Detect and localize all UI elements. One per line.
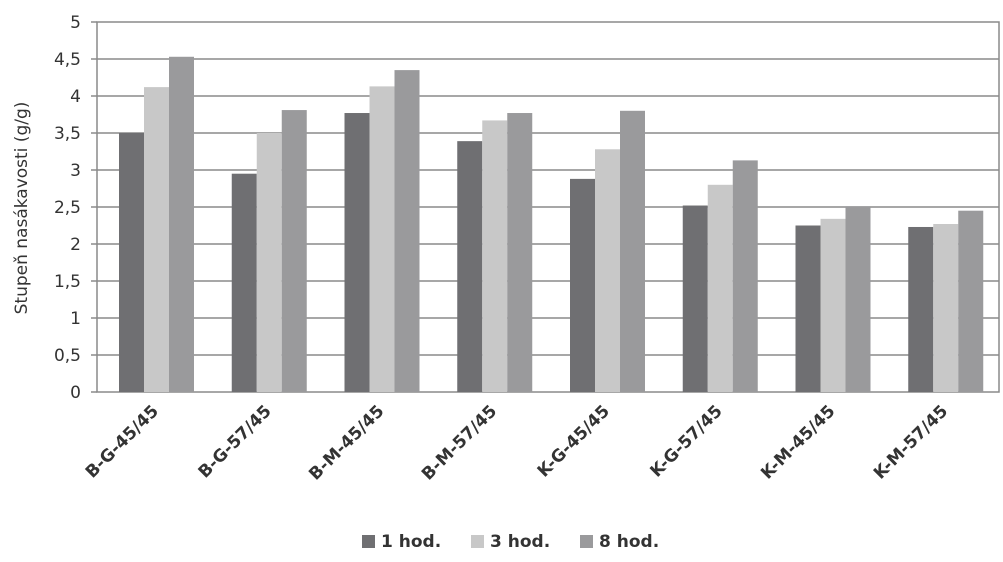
legend-label: 3 hod. xyxy=(490,532,550,552)
legend-item: 1 hod. xyxy=(362,532,441,552)
bar xyxy=(908,226,934,392)
legend-swatch xyxy=(580,535,593,548)
bar xyxy=(144,87,169,393)
bar xyxy=(620,110,645,393)
bar xyxy=(369,86,395,392)
bar xyxy=(169,56,194,392)
bar-group xyxy=(682,160,758,392)
legend-label: 1 hod. xyxy=(381,532,441,552)
y-tick-label: 3,5 xyxy=(54,124,81,144)
bar xyxy=(231,173,257,392)
bar xyxy=(958,210,984,392)
bar xyxy=(482,120,508,393)
legend-item: 8 hod. xyxy=(580,532,659,552)
y-tick-label: 2 xyxy=(70,235,81,255)
bar xyxy=(394,70,420,392)
y-tick-label: 3 xyxy=(70,161,81,181)
legend-item: 3 hod. xyxy=(471,532,550,552)
y-tick-label: 2,5 xyxy=(54,198,81,218)
bar-group xyxy=(908,210,984,392)
bar-group xyxy=(457,113,533,393)
legend: 1 hod. 3 hod. 8 hod. xyxy=(362,532,659,552)
bar xyxy=(119,133,144,392)
bar xyxy=(682,205,708,392)
y-tick-label: 4,5 xyxy=(54,50,81,70)
y-tick-label: 1 xyxy=(70,309,81,329)
bar xyxy=(570,178,595,392)
bar xyxy=(732,160,758,392)
legend-swatch xyxy=(362,535,375,548)
bar xyxy=(933,224,959,392)
y-tick-label: 0 xyxy=(70,383,81,403)
legend-label: 8 hod. xyxy=(599,532,659,552)
y-tick-label: 1,5 xyxy=(54,272,81,292)
bars xyxy=(119,56,984,393)
bar xyxy=(845,206,871,392)
y-axis-label: Stupeň nasákavosti (g/g) xyxy=(12,102,32,315)
bar xyxy=(457,141,483,392)
y-axis-ticks: 0 0,5 1 1,5 2 2,5 3 3,5 4 4,5 5 xyxy=(54,13,97,403)
bar xyxy=(507,113,533,393)
bar xyxy=(820,218,846,392)
y-tick-label: 0,5 xyxy=(54,346,81,366)
bar xyxy=(795,225,821,392)
bar-group xyxy=(344,70,420,393)
bar xyxy=(281,110,307,392)
y-tick-label: 5 xyxy=(70,13,81,33)
bar xyxy=(256,133,282,392)
bar-group xyxy=(231,110,307,392)
y-tick-label: 4 xyxy=(70,87,81,107)
bar-group xyxy=(570,110,645,393)
bar-group xyxy=(119,56,194,393)
bar xyxy=(707,184,733,392)
legend-swatch xyxy=(471,535,484,548)
bar xyxy=(344,113,370,393)
bar xyxy=(595,149,620,392)
bar-group xyxy=(795,206,871,392)
